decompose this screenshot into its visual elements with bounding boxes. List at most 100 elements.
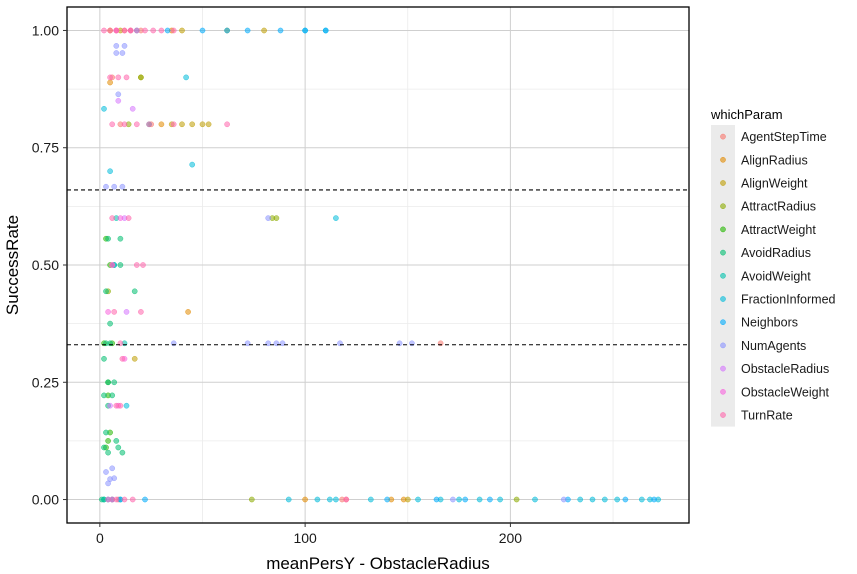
data-point bbox=[142, 496, 148, 503]
legend-key bbox=[720, 133, 726, 140]
data-point bbox=[119, 355, 126, 362]
data-point bbox=[109, 121, 116, 128]
data-point bbox=[109, 215, 116, 221]
data-point bbox=[107, 79, 113, 86]
data-point bbox=[326, 496, 333, 503]
legend-key bbox=[720, 272, 726, 279]
data-point bbox=[415, 496, 421, 503]
data-point bbox=[101, 27, 107, 34]
data-point bbox=[343, 496, 350, 503]
data-point bbox=[367, 496, 374, 503]
data-point bbox=[129, 496, 136, 503]
data-point bbox=[105, 480, 111, 487]
data-point bbox=[117, 235, 124, 242]
data-point bbox=[115, 444, 122, 451]
data-point bbox=[273, 215, 280, 221]
data-point bbox=[123, 402, 130, 409]
data-point bbox=[261, 27, 267, 34]
data-point bbox=[121, 27, 128, 34]
x-tick-label: 0 bbox=[96, 530, 104, 546]
y-axis-title: SuccessRate bbox=[3, 215, 22, 315]
data-point bbox=[103, 183, 109, 190]
legend-label: AvoidRadius bbox=[741, 246, 811, 260]
data-point bbox=[164, 27, 171, 34]
legend-label: AvoidWeight bbox=[741, 269, 811, 283]
data-point bbox=[140, 262, 146, 268]
legend-key bbox=[720, 296, 726, 302]
data-point bbox=[450, 496, 456, 503]
reference-lines bbox=[67, 189, 689, 346]
data-point bbox=[185, 309, 191, 315]
data-point bbox=[277, 27, 284, 34]
legend-key bbox=[720, 412, 726, 418]
data-point bbox=[248, 496, 255, 503]
data-point bbox=[105, 309, 111, 315]
data-point bbox=[158, 27, 165, 34]
data-point bbox=[117, 402, 124, 409]
data-point bbox=[101, 105, 107, 112]
legend: whichParam AgentStepTime AlignRadius Align… bbox=[710, 107, 836, 427]
data-point bbox=[150, 27, 157, 34]
x-axis-title: meanPersY - ObstacleRadius bbox=[266, 554, 490, 573]
y-tick-label: 1.00 bbox=[32, 22, 59, 38]
x-tick-label: 100 bbox=[293, 530, 317, 546]
data-point bbox=[109, 392, 116, 399]
x-axis: 0 100 200 bbox=[96, 523, 522, 546]
legend-title: whichParam bbox=[710, 107, 783, 122]
data-point bbox=[113, 50, 120, 56]
data-point bbox=[651, 496, 657, 503]
legend-label: AlignRadius bbox=[741, 153, 808, 167]
data-point bbox=[105, 438, 111, 444]
data-point bbox=[205, 121, 212, 128]
data-point bbox=[622, 496, 629, 503]
data-point bbox=[199, 27, 206, 34]
y-tick-label: 0.50 bbox=[32, 257, 59, 273]
data-point bbox=[115, 74, 122, 81]
data-point bbox=[113, 27, 120, 34]
data-point bbox=[199, 121, 206, 128]
data-point bbox=[113, 438, 120, 444]
data-point bbox=[138, 74, 144, 81]
data-point bbox=[109, 465, 116, 472]
data-point bbox=[384, 496, 391, 503]
data-point bbox=[133, 27, 140, 34]
data-point bbox=[111, 309, 118, 315]
data-point bbox=[179, 27, 185, 34]
data-point bbox=[125, 215, 132, 221]
legend-key bbox=[720, 203, 726, 210]
legend-label: Neighbors bbox=[741, 316, 798, 330]
data-point bbox=[142, 27, 148, 34]
data-point bbox=[577, 496, 584, 503]
data-point bbox=[121, 43, 128, 49]
data-points bbox=[99, 27, 662, 503]
data-point bbox=[103, 429, 109, 436]
legend-items: AgentStepTime AlignRadius AlignWeight Attra… bbox=[711, 125, 836, 427]
data-point bbox=[146, 121, 152, 128]
data-point bbox=[113, 496, 120, 503]
data-point bbox=[107, 402, 113, 409]
data-point bbox=[404, 496, 411, 503]
legend-label: FractionInformed bbox=[741, 293, 836, 307]
data-point bbox=[123, 309, 130, 315]
data-point bbox=[179, 121, 185, 128]
legend-label: AlignWeight bbox=[741, 177, 808, 191]
data-point bbox=[560, 496, 567, 503]
legend-label: AttractWeight bbox=[741, 223, 816, 237]
legend-label: AttractRadius bbox=[741, 200, 816, 214]
data-point bbox=[101, 392, 107, 399]
data-point bbox=[119, 183, 126, 190]
data-point bbox=[333, 215, 339, 221]
data-point bbox=[433, 496, 440, 503]
legend-key bbox=[720, 342, 726, 349]
data-point bbox=[589, 496, 596, 503]
data-point bbox=[127, 27, 134, 34]
y-tick-label: 0.00 bbox=[32, 492, 59, 508]
data-point bbox=[131, 355, 138, 362]
data-point bbox=[101, 355, 107, 362]
data-point bbox=[476, 496, 483, 503]
data-point bbox=[119, 449, 126, 456]
data-point bbox=[105, 379, 111, 386]
legend-key bbox=[720, 319, 726, 326]
legend-key bbox=[720, 365, 726, 372]
